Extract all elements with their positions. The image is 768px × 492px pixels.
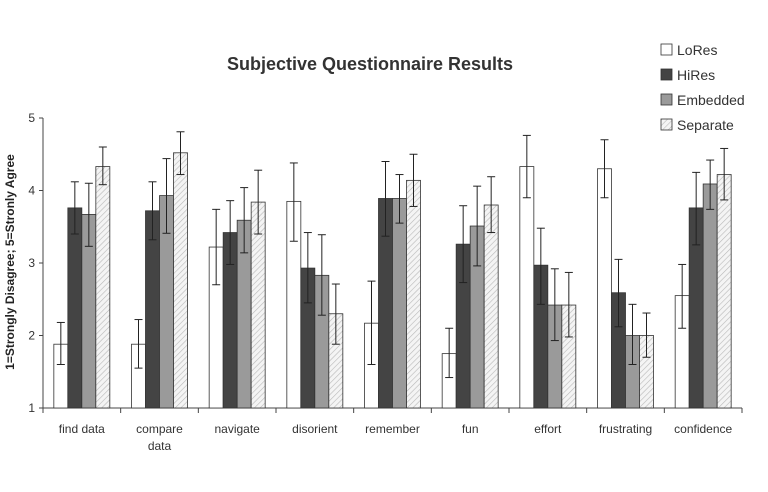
bar-separate — [483, 204, 499, 409]
x-tick-label: fun — [462, 422, 479, 436]
chart-title: Subjective Questionnaire Results — [227, 54, 513, 74]
x-tick-label: remember — [365, 422, 420, 436]
bar-separate — [95, 166, 111, 409]
error-bars — [56, 131, 729, 379]
y-tick-labels: 1 2 3 4 5 — [28, 111, 43, 415]
bar-separate — [716, 174, 732, 409]
x-tick-label: confidence — [674, 422, 732, 436]
legend-swatch-embedded — [660, 93, 673, 106]
x-tick-label: frustrating — [599, 422, 652, 436]
bar-separate — [406, 179, 421, 409]
x-tick-label: navigate — [214, 422, 260, 436]
legend-label-lores: LoRes — [677, 42, 717, 58]
bar-embedded — [702, 183, 718, 409]
bars — [53, 152, 732, 409]
y-tick-label: 3 — [28, 256, 35, 270]
y-tick-label: 4 — [28, 184, 35, 198]
x-tick-label: disorient — [292, 422, 338, 436]
legend-label-separate: Separate — [677, 117, 734, 133]
y-tick-label: 5 — [28, 111, 35, 125]
bar-hires — [145, 210, 160, 409]
y-tick-label: 1 — [28, 401, 35, 415]
legend-label-hires: HiRes — [677, 67, 715, 83]
bar-lores — [597, 168, 612, 409]
bar-embedded — [392, 198, 407, 409]
bar-separate — [173, 152, 188, 409]
x-tick-label: data — [148, 439, 172, 453]
y-axis-label: 1=Strongly Disagree; 5=Stronly Agree — [3, 154, 17, 370]
legend-swatch-lores — [660, 43, 673, 56]
x-tick-label: compare — [136, 422, 183, 436]
x-tick-label: effort — [534, 422, 562, 436]
legend-swatch-separate — [660, 118, 673, 131]
x-tick-labels: find data compare data navigate disorient rem… — [59, 422, 733, 453]
legend-swatch-hires — [660, 68, 673, 81]
legend-label-embedded: Embedded — [677, 92, 745, 108]
bar-hires — [67, 207, 83, 409]
y-tick-label: 2 — [28, 329, 35, 343]
x-tick-label: find data — [59, 422, 105, 436]
legend: LoRes HiRes Embedded Separate — [660, 42, 745, 133]
bar-lores — [519, 166, 535, 409]
